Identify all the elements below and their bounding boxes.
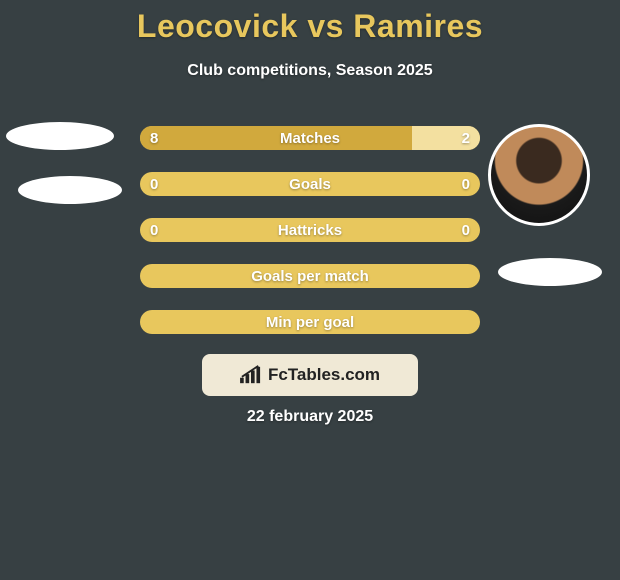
stat-label: Matches [140,126,480,150]
stat-left-value: 0 [140,172,168,196]
decorative-ellipse [18,176,122,204]
stat-row: Hattricks0 0 [140,218,480,242]
stat-right-value: 0 [452,172,480,196]
stat-row: Min per goal [140,310,480,334]
stat-row: Goals per match [140,264,480,288]
decorative-ellipse [6,122,114,150]
chart-icon [240,365,262,385]
date-label: 22 february 2025 [0,408,620,426]
stats-bars: Matches82Goals00Hattricks00Goals per mat… [140,126,480,356]
brand-logo: FcTables.com [202,354,418,396]
stat-right-value: 0 [452,218,480,242]
brand-name: FcTables.com [268,365,380,385]
stat-label: Min per goal [140,310,480,334]
player-right-avatar [488,124,590,226]
stat-row: Goals0 0 [140,172,480,196]
comparison-card: Leocovick vs Ramires Club competitions, … [0,0,620,580]
stat-label: Goals per match [140,264,480,288]
stat-left-value: 0 [140,218,168,242]
subtitle: Club competitions, Season 2025 [0,62,620,80]
stat-label: Goals [140,172,480,196]
stat-row: Matches8 2 [140,126,480,150]
page-title: Leocovick vs Ramires [0,8,620,45]
stat-right-value: 2 [452,126,480,150]
stat-left-value: 8 [140,126,168,150]
stat-label: Hattricks [140,218,480,242]
decorative-ellipse [498,258,602,286]
